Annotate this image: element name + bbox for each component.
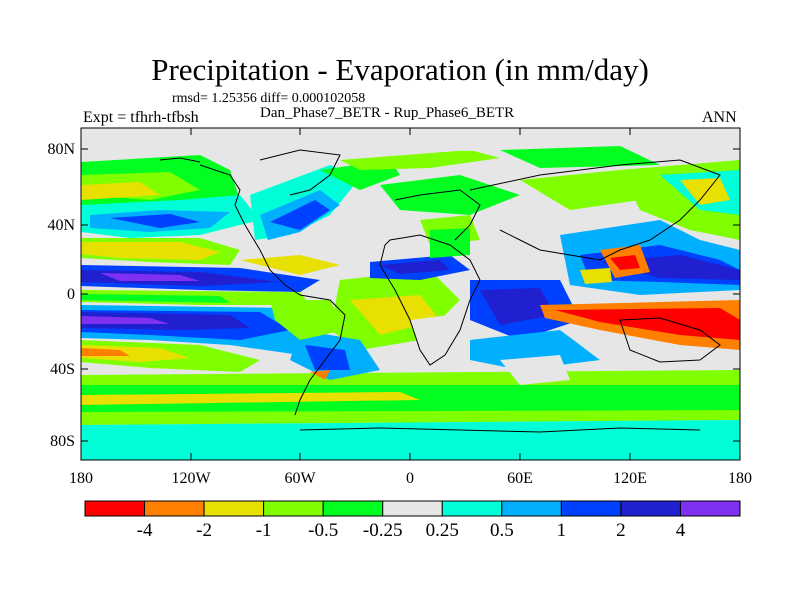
colorbar-box <box>620 500 681 517</box>
lat-tick-label: 40N <box>47 217 75 234</box>
plot-title: Precipitation - Evaporation (in mm/day) <box>151 52 649 87</box>
case-label: Dan_Phase7_BETR - Rup_Phase6_BETR <box>260 105 515 121</box>
colorbar-label: -0.25 <box>362 520 403 541</box>
colorbar-label: 0.25 <box>425 520 459 541</box>
colorbar-label: 4 <box>675 520 686 541</box>
colorbar-box <box>441 500 503 517</box>
lat-tick-label: 40S <box>50 361 75 378</box>
longitude-axis: 180 120W 60W 0 60E 120E 180 <box>69 128 752 487</box>
colorbar-box <box>501 500 562 517</box>
colorbar-box <box>560 500 622 517</box>
colorbar-box <box>382 500 443 517</box>
lon-tick-label: 60E <box>507 470 533 487</box>
colorbar-box <box>322 500 384 517</box>
colorbar-label: 2 <box>616 520 626 541</box>
stats-text: rmsd= 1.25356 diff= 0.000102058 <box>172 91 366 106</box>
colorbar-label: -0.5 <box>308 520 339 541</box>
colorbar-label: -1 <box>255 520 272 541</box>
latitude-axis: 80N 40N 0 40S 80S <box>47 141 740 450</box>
coastlines <box>159 149 721 433</box>
lon-tick-label: 60W <box>284 470 316 487</box>
lon-tick-label: 120E <box>613 470 647 487</box>
season-label: ANN <box>702 109 737 126</box>
lon-tick-label: 180 <box>69 470 93 487</box>
lon-tick-label: 180 <box>728 470 752 487</box>
colorbar-label: -4 <box>136 520 153 541</box>
colorbar-label: 1 <box>556 520 567 541</box>
field-shading <box>81 128 740 460</box>
colorbar-box <box>679 500 741 517</box>
lat-tick-label: 80S <box>50 433 75 450</box>
colorbar-box <box>144 500 205 517</box>
colorbar <box>84 500 741 517</box>
colorbar-box <box>263 500 324 517</box>
lon-tick-label: 120W <box>171 470 211 487</box>
lon-tick-label: 0 <box>406 470 414 487</box>
lat-tick-label: 0 <box>67 286 75 303</box>
experiment-label: Expt = tfhrh-tfbsh <box>83 109 199 126</box>
lat-tick-label: 80N <box>47 141 75 158</box>
colorbar-label: 0.5 <box>489 520 514 541</box>
colorbar-box <box>203 500 265 517</box>
colorbar-box <box>84 500 146 517</box>
colorbar-label: -2 <box>196 520 212 541</box>
